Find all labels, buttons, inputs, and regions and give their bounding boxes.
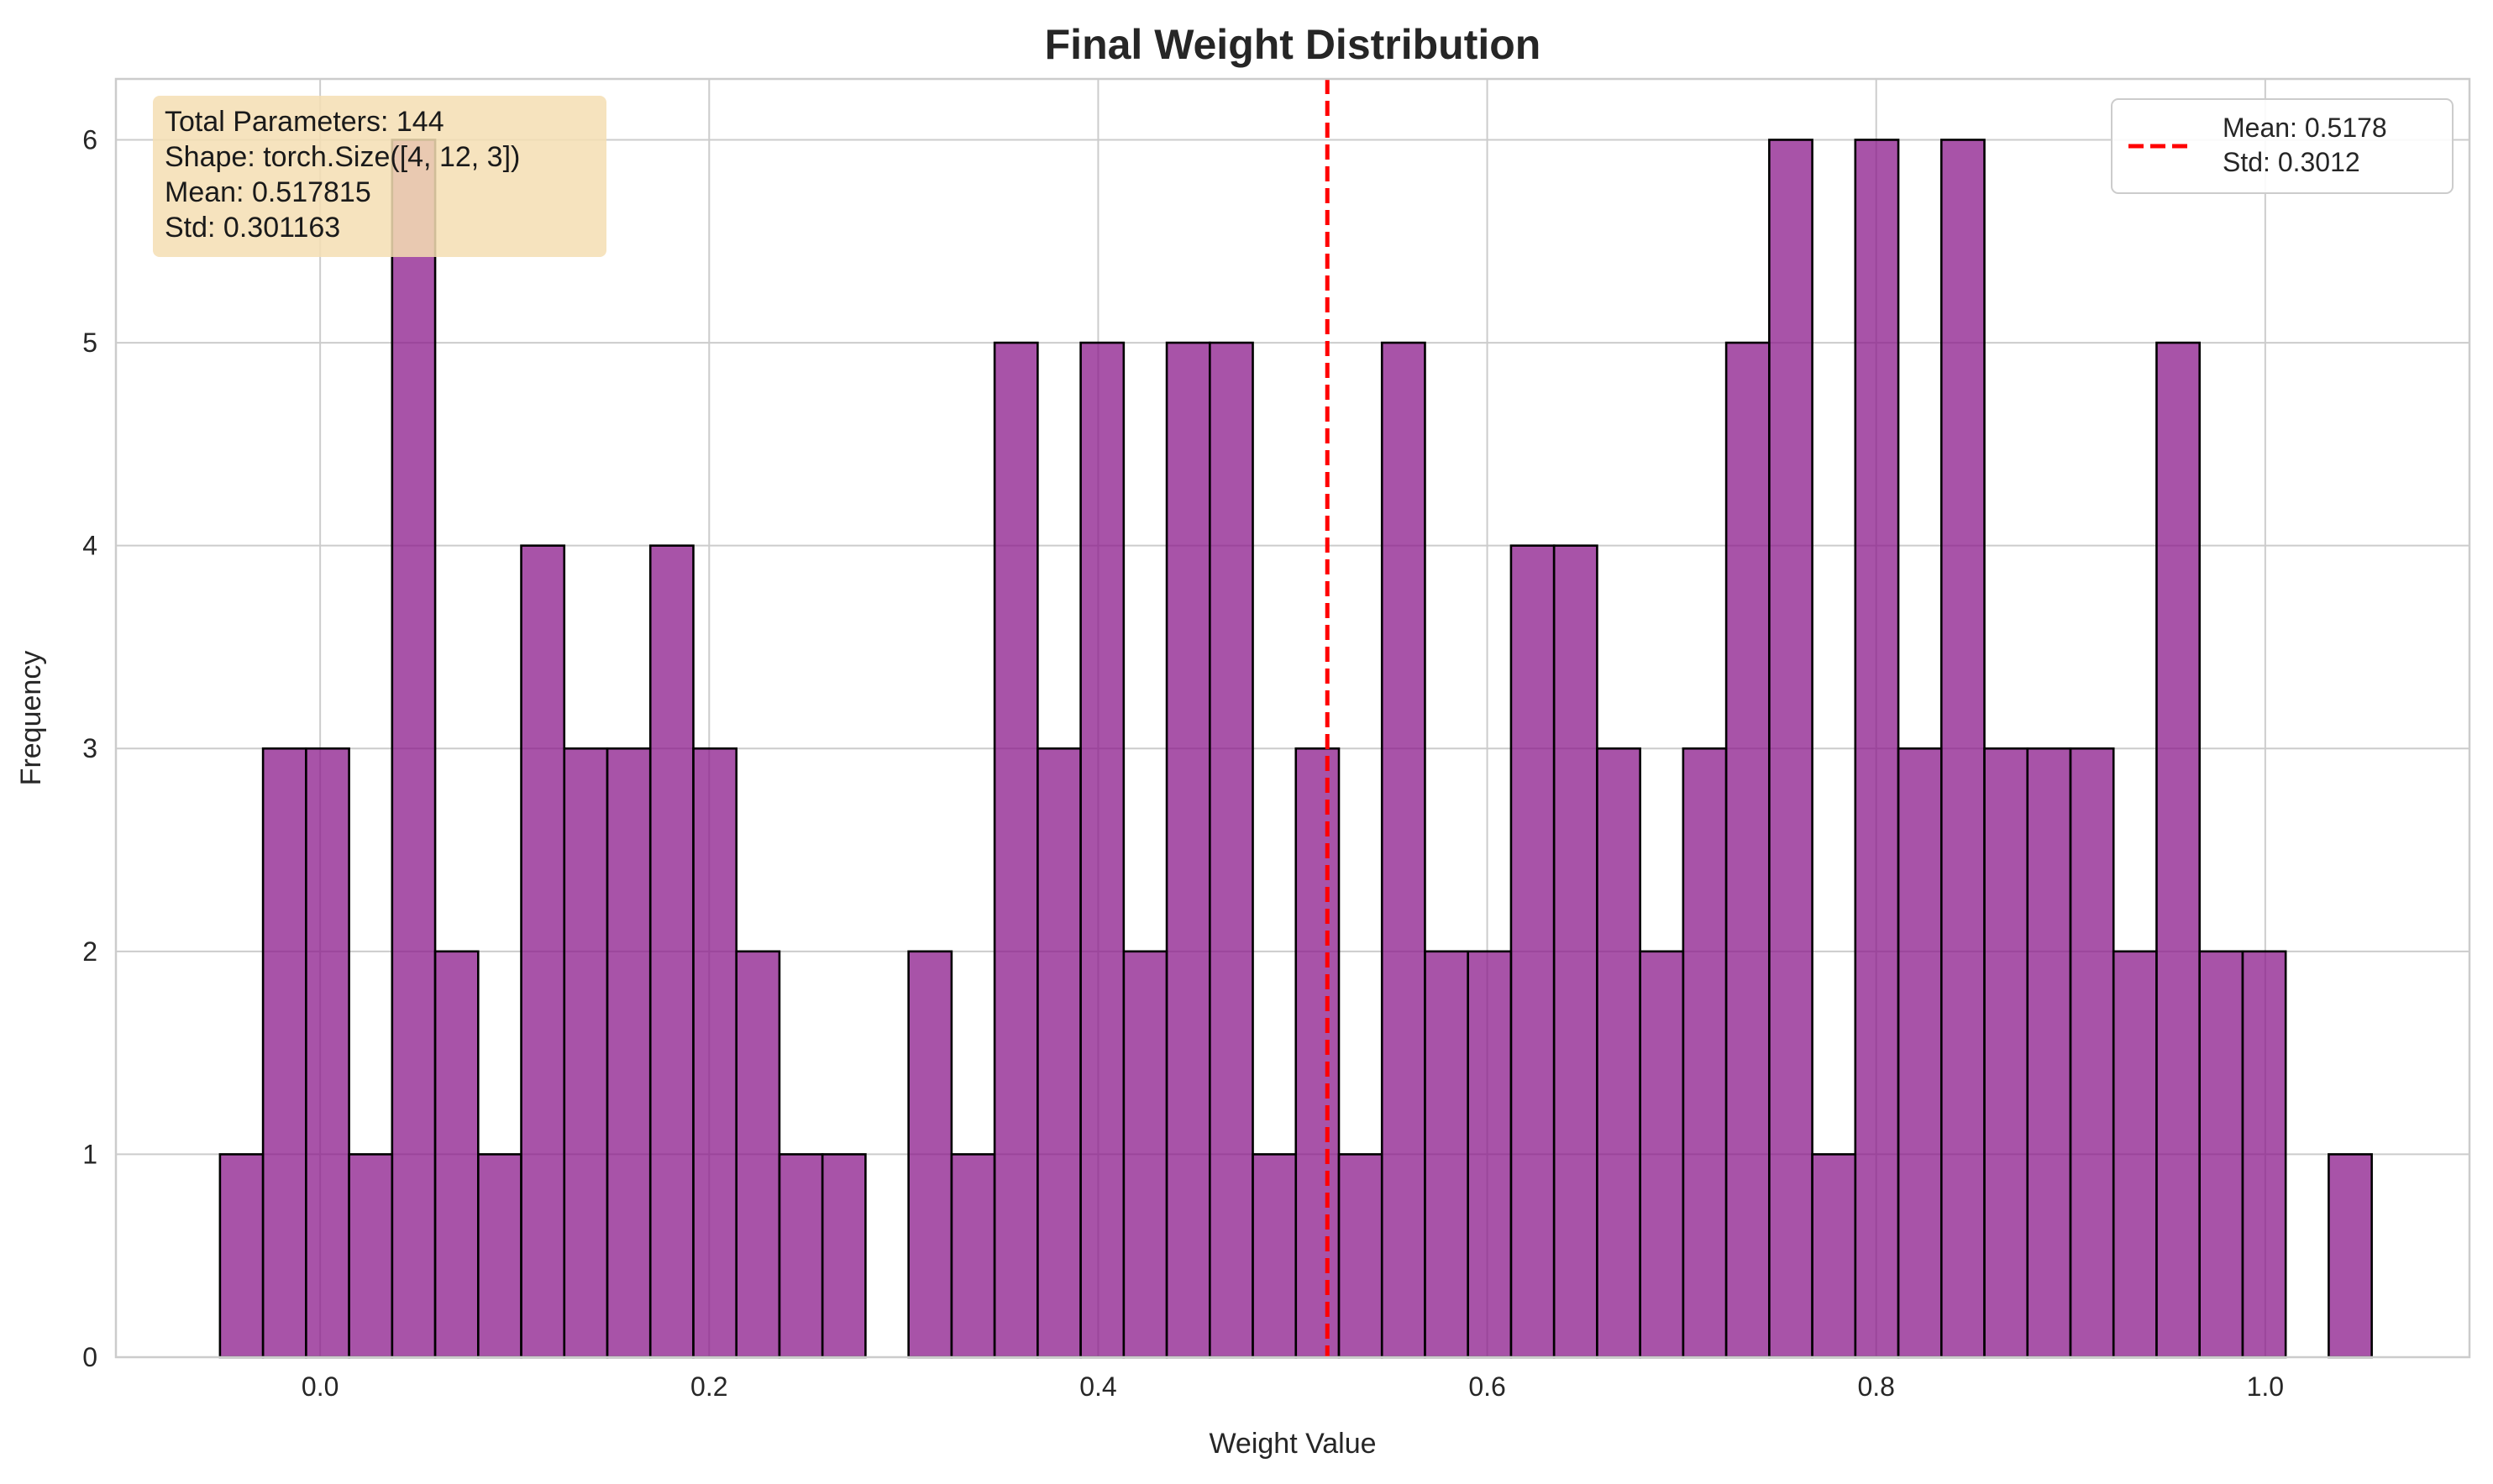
y-tick-label: 2 <box>82 936 97 967</box>
histogram-bar <box>950 1153 996 1359</box>
x-tick-label: 0.8 <box>1857 1371 1894 1402</box>
stats-std: Std: 0.301163 <box>165 212 340 244</box>
y-tick-label: 4 <box>82 531 97 561</box>
histogram-bar <box>2155 341 2201 1359</box>
histogram-bar <box>1854 139 1900 1359</box>
histogram-bar <box>1509 544 1556 1359</box>
histogram-bar <box>520 544 566 1359</box>
histogram-bar <box>261 747 307 1359</box>
histogram-bar <box>1811 1153 1857 1359</box>
x-tick-label: 0.4 <box>1079 1371 1116 1402</box>
histogram-bar <box>1939 139 1986 1359</box>
y-tick-label: 5 <box>82 328 97 358</box>
stats-shape: Shape: torch.Size([4, 12, 3]) <box>165 141 520 173</box>
histogram-bar <box>305 747 350 1359</box>
legend-frame <box>2111 98 2454 194</box>
x-tick-label: 1.0 <box>2247 1371 2284 1402</box>
stats-box: Total Parameters: 144 Shape: torch.Size(… <box>153 96 606 257</box>
histogram-bar <box>1897 747 1943 1359</box>
histogram-bar <box>2026 747 2072 1359</box>
histogram-bar <box>2241 950 2287 1359</box>
histogram-bar <box>1467 950 1513 1359</box>
histogram-bar <box>1768 139 1813 1359</box>
histogram-bar <box>1122 950 1168 1359</box>
histogram-bar <box>1252 1153 1298 1359</box>
y-tick-label: 0 <box>82 1342 97 1372</box>
legend-mean-label: Mean: 0.5178 <box>2223 113 2387 143</box>
histogram-bar <box>692 747 738 1359</box>
histogram-bar <box>563 747 609 1359</box>
histogram-bar <box>993 341 1039 1359</box>
y-axis-ticks: 0 1 2 3 4 5 6 <box>82 124 97 1372</box>
histogram-bar <box>1037 747 1082 1359</box>
x-axis-label: Weight Value <box>1209 1428 1376 1460</box>
histogram-bar <box>2069 747 2115 1359</box>
plot-frame <box>114 77 2471 1359</box>
histogram-bar <box>606 747 652 1359</box>
histogram-bar <box>1596 747 1641 1359</box>
histogram-bar <box>1294 747 1341 1359</box>
y-axis-label: Frequency <box>15 651 47 786</box>
histogram-bar <box>1424 950 1470 1359</box>
histogram-bar <box>1983 747 2029 1359</box>
histogram-bar <box>1552 544 1598 1359</box>
stats-total-parameters: Total Parameters: 144 <box>165 106 444 138</box>
histogram-bar <box>348 1153 394 1359</box>
histogram-bars <box>218 139 2373 1359</box>
histogram-bar <box>476 1153 522 1359</box>
histogram-bar <box>433 950 480 1359</box>
legend-std-label: Std: 0.3012 <box>2223 147 2360 177</box>
x-tick-label: 0.0 <box>302 1371 339 1402</box>
y-tick-label: 1 <box>82 1139 97 1169</box>
stats-box-background <box>153 96 606 257</box>
histogram-bar <box>1724 341 1771 1359</box>
y-tick-label: 3 <box>82 733 97 763</box>
histogram-bar <box>391 139 437 1359</box>
stats-mean: Mean: 0.517815 <box>165 176 371 208</box>
histogram-bar <box>778 1153 824 1359</box>
histogram-bar <box>218 1153 265 1359</box>
x-axis-ticks: 0.0 0.2 0.4 0.6 0.8 1.0 <box>302 1371 2284 1402</box>
chart-title: Final Weight Distribution <box>1045 21 1541 68</box>
histogram-bar <box>907 950 953 1359</box>
histogram-bar <box>1165 341 1211 1359</box>
x-tick-label: 0.2 <box>690 1371 727 1402</box>
histogram-bar <box>2198 950 2244 1359</box>
histogram-bar <box>735 950 781 1359</box>
y-tick-label: 6 <box>82 124 97 155</box>
histogram-bar <box>821 1153 867 1359</box>
x-tick-label: 0.6 <box>1468 1371 1505 1402</box>
histogram-bar <box>1208 341 1254 1359</box>
histogram-bar <box>1639 950 1685 1359</box>
histogram-bar <box>1380 341 1426 1359</box>
histogram-bar <box>1079 341 1126 1359</box>
histogram-bar <box>1682 747 1728 1359</box>
histogram-bar <box>648 544 695 1359</box>
histogram-bar <box>2328 1153 2373 1359</box>
histogram-bar <box>2112 950 2158 1359</box>
histogram-bar <box>1337 1153 1383 1359</box>
legend: Mean: 0.5178 Std: 0.3012 <box>2111 98 2454 194</box>
